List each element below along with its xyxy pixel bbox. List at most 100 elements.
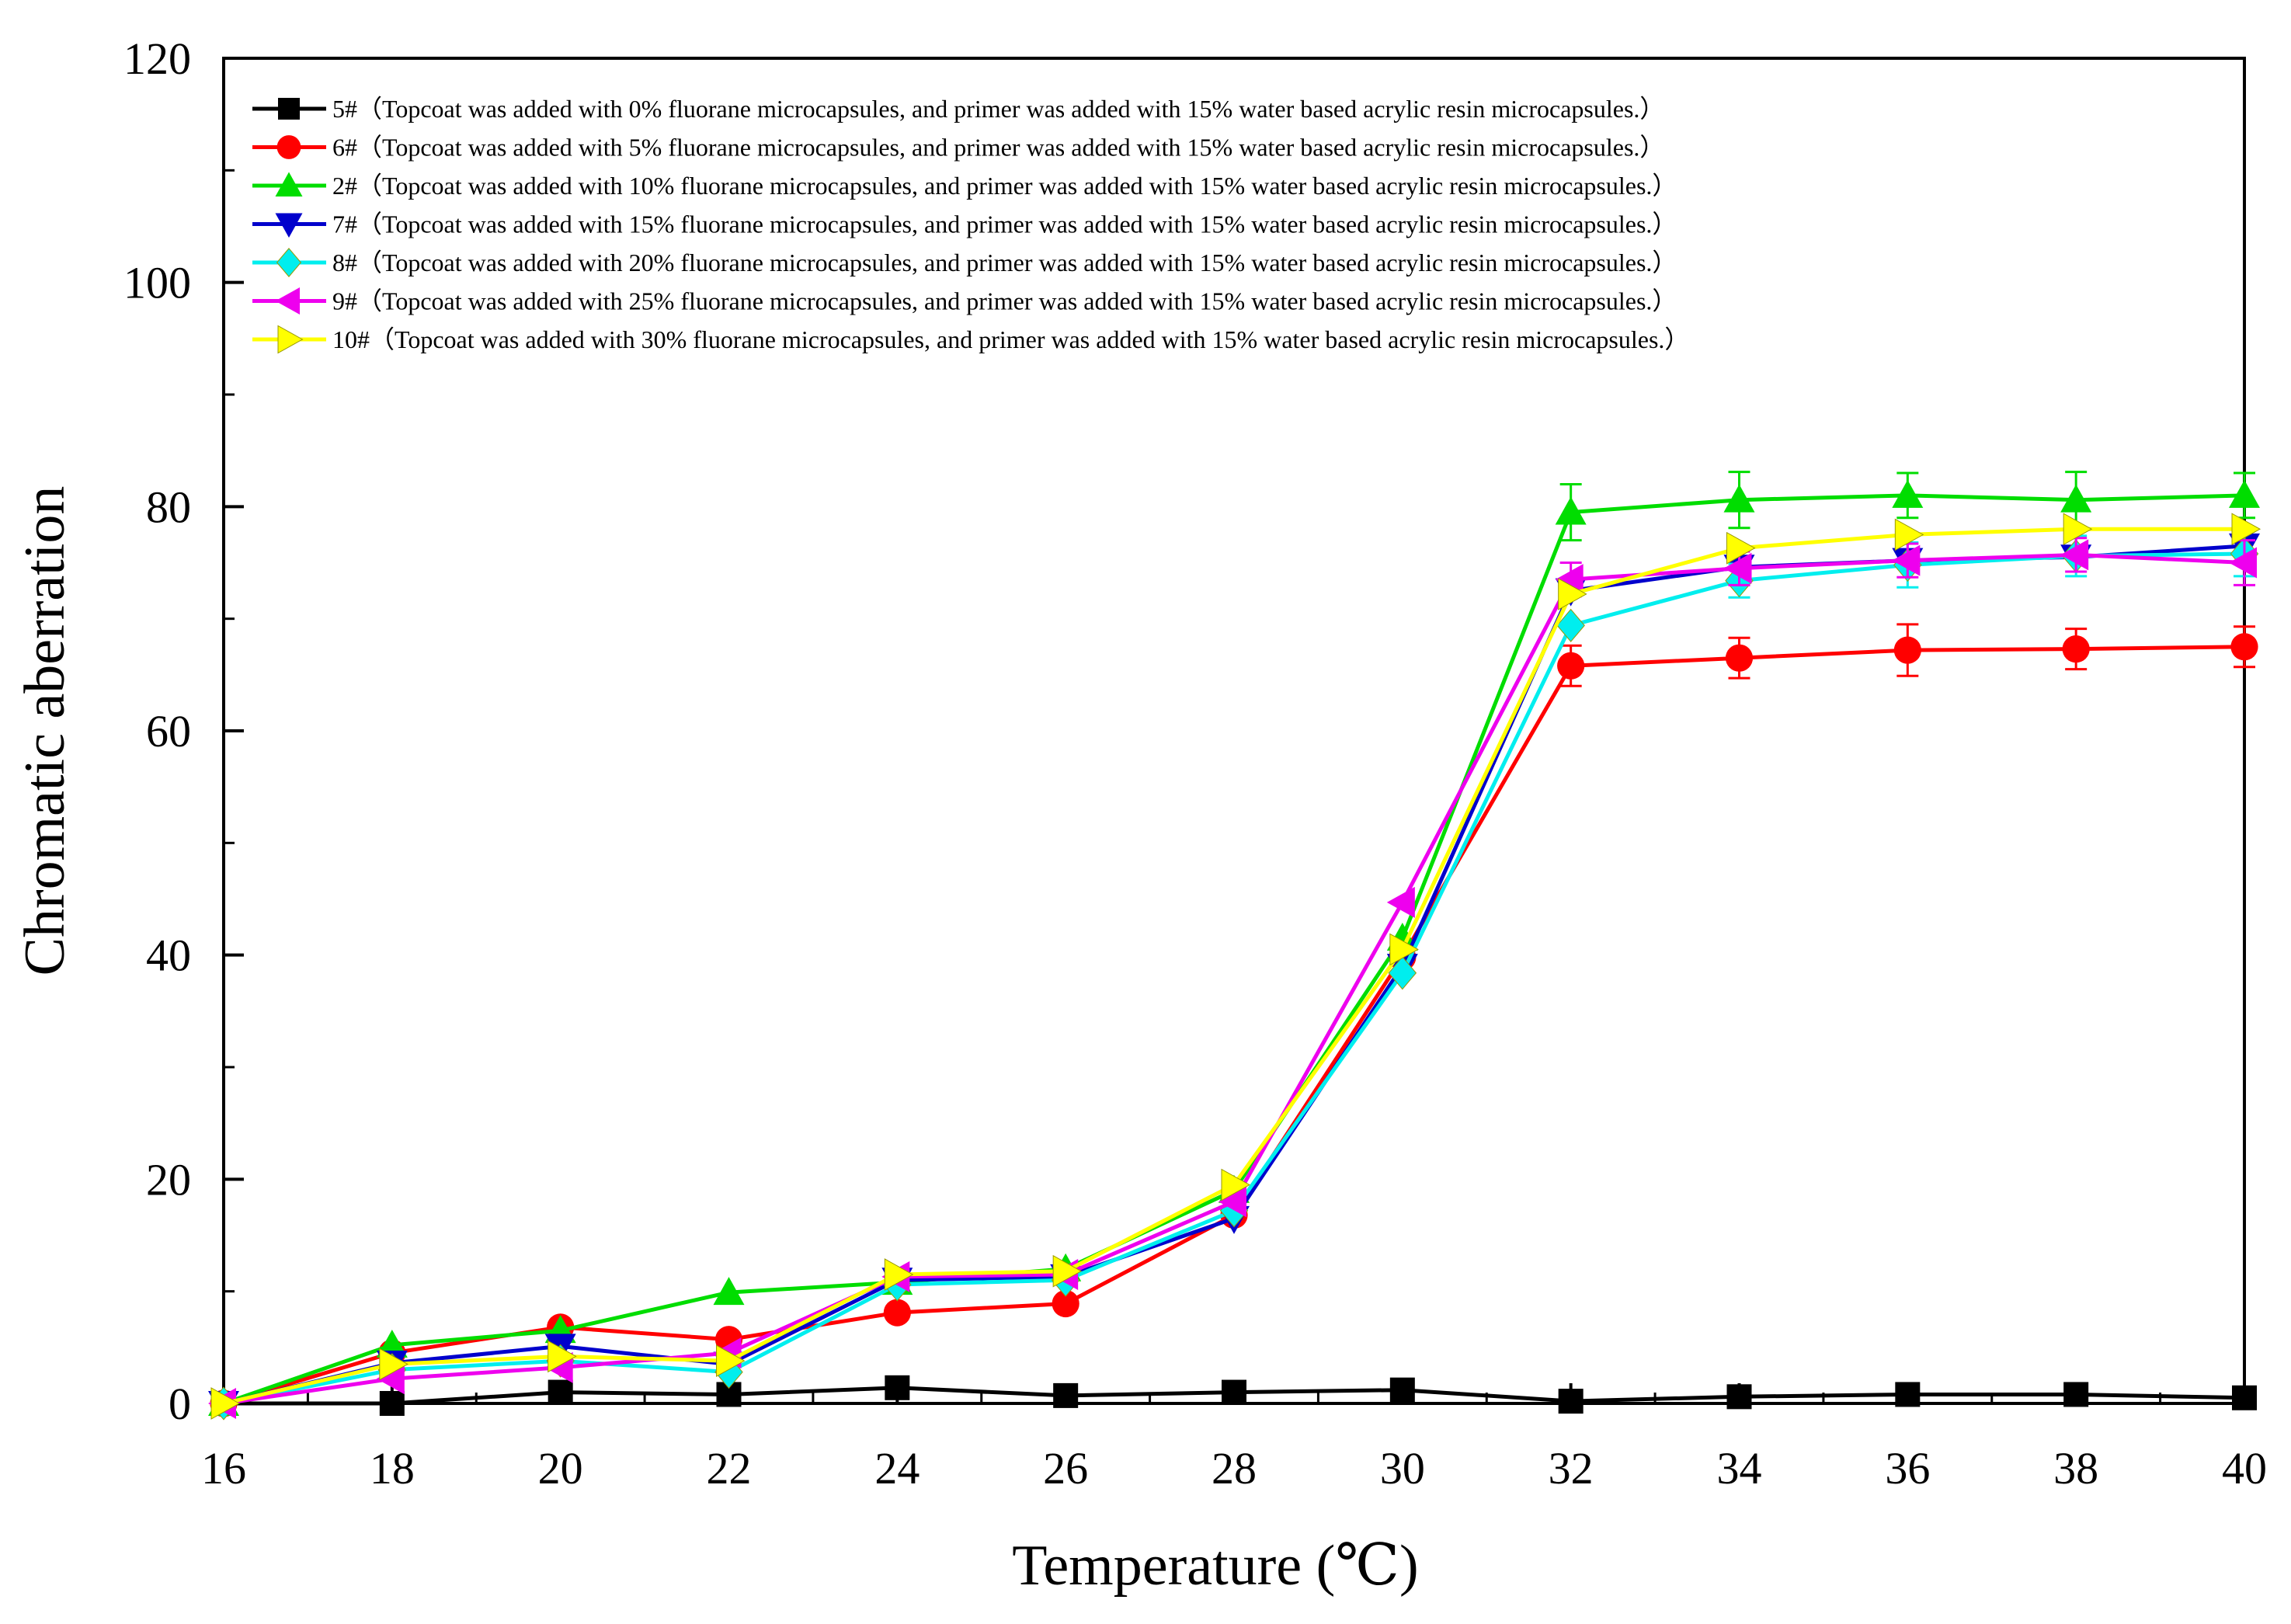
data-point <box>379 1348 408 1381</box>
data-point <box>1723 484 1755 513</box>
legend-marker <box>276 135 301 159</box>
data-point <box>885 1375 910 1400</box>
data-point <box>1388 956 1417 990</box>
x-tick-label: 36 <box>1885 1443 1930 1494</box>
x-tick-label: 16 <box>201 1443 246 1494</box>
series-group <box>210 513 2261 1420</box>
y-tick-label: 80 <box>146 482 191 532</box>
legend-marker <box>275 213 303 238</box>
legend-label: 7#（Topcoat was added with 15% fluorane m… <box>332 210 1677 238</box>
x-tick-label: 28 <box>1212 1443 1257 1494</box>
series-line <box>223 544 2245 1406</box>
data-point <box>1556 608 1585 642</box>
legend-label: 9#（Topcoat was added with 25% fluorane m… <box>332 287 1677 315</box>
x-tick-label: 20 <box>538 1443 583 1494</box>
data-point <box>1053 1382 1079 1408</box>
y-tick-label: 100 <box>123 258 191 308</box>
data-point <box>1052 1254 1083 1288</box>
data-point <box>713 1277 745 1306</box>
data-point <box>1386 886 1415 918</box>
data-point <box>716 1344 746 1378</box>
legend-label: 8#（Topcoat was added with 20% fluorane m… <box>332 249 1677 276</box>
x-tick-label: 34 <box>1717 1443 1762 1494</box>
series-group <box>208 537 2257 1419</box>
y-tick-label: 60 <box>146 706 191 756</box>
x-tick-label: 38 <box>2053 1443 2098 1494</box>
x-tick-label: 18 <box>370 1443 415 1494</box>
data-point <box>548 1340 577 1373</box>
series-line <box>223 493 2245 1406</box>
data-point <box>1558 1389 1584 1414</box>
series-group <box>211 1375 2257 1416</box>
data-point <box>884 1258 914 1291</box>
data-point <box>376 1363 405 1395</box>
legend-marker <box>278 98 300 120</box>
data-point <box>548 1379 573 1405</box>
data-point <box>376 1329 408 1358</box>
data-point <box>2229 547 2257 579</box>
data-point <box>1725 644 1754 672</box>
x-tick-label: 22 <box>707 1443 752 1494</box>
data-point <box>1222 1379 1246 1405</box>
legend: 5#（Topcoat was added with 0% fluorane mi… <box>252 95 1689 354</box>
series-line <box>223 527 2244 1406</box>
series-line <box>223 552 2245 1406</box>
series-group <box>208 533 2260 1419</box>
y-tick-label: 40 <box>146 930 191 981</box>
data-point <box>2062 635 2090 663</box>
x-tick-label: 24 <box>874 1443 920 1494</box>
data-point <box>1723 552 1752 584</box>
legend-marker <box>275 287 300 315</box>
data-point <box>883 1299 911 1327</box>
data-point <box>1555 564 1584 596</box>
series-layer <box>208 471 2261 1421</box>
y-tick-label: 0 <box>169 1379 191 1429</box>
data-point <box>1052 1289 1079 1318</box>
data-point <box>2060 539 2089 571</box>
y-tick-label: 120 <box>123 33 191 84</box>
data-point <box>1555 496 1587 525</box>
x-axis-ticks: 16 18 20 22 24 26 28 30 32 34 36 38 40 <box>201 1383 2267 1494</box>
data-point <box>210 1387 241 1420</box>
y-axis-ticks: 0 20 40 60 80 100 120 <box>123 33 244 1429</box>
data-point <box>2231 513 2261 546</box>
data-point <box>2063 1382 2089 1407</box>
series-line <box>223 645 2245 1406</box>
legend-label: 5#（Topcoat was added with 0% fluorane mi… <box>332 95 1664 123</box>
legend-marker <box>275 172 303 196</box>
legend-marker <box>277 325 304 354</box>
data-point <box>1558 578 1587 610</box>
data-point <box>2230 633 2258 661</box>
x-tick-label: 40 <box>2222 1443 2267 1494</box>
x-tick-label: 26 <box>1043 1443 1088 1494</box>
y-tick-label: 20 <box>146 1154 191 1205</box>
data-point <box>1895 1382 1921 1407</box>
data-point <box>1893 636 1921 664</box>
y-axis-title: Chromatic aberration <box>13 486 77 976</box>
data-point <box>1389 933 1419 966</box>
series-group <box>210 623 2258 1417</box>
legend-label: 10#（Topcoat was added with 30% fluorane … <box>332 325 1689 353</box>
data-point <box>2060 484 2092 513</box>
data-point <box>2063 513 2093 546</box>
legend-marker <box>276 248 302 277</box>
data-point <box>1892 544 1921 576</box>
series-group <box>208 471 2260 1416</box>
data-point <box>1557 652 1585 680</box>
x-axis-title: Temperature (℃) <box>1012 1534 1418 1598</box>
data-point <box>2229 479 2260 508</box>
data-point <box>1726 1384 1752 1410</box>
data-point <box>1389 1377 1415 1403</box>
data-point <box>379 1391 405 1416</box>
series-group <box>209 530 2259 1421</box>
data-point <box>1219 1186 1246 1218</box>
x-tick-label: 32 <box>1549 1443 1594 1494</box>
legend-label: 2#（Topcoat was added with 10% fluorane m… <box>332 172 1677 200</box>
data-point <box>1726 531 1756 565</box>
data-point <box>1894 518 1924 551</box>
series-line <box>223 551 2245 1406</box>
data-point <box>1892 479 1924 508</box>
x-tick-label: 30 <box>1380 1443 1425 1494</box>
legend-label: 6#（Topcoat was added with 5% fluorane mi… <box>332 134 1664 162</box>
